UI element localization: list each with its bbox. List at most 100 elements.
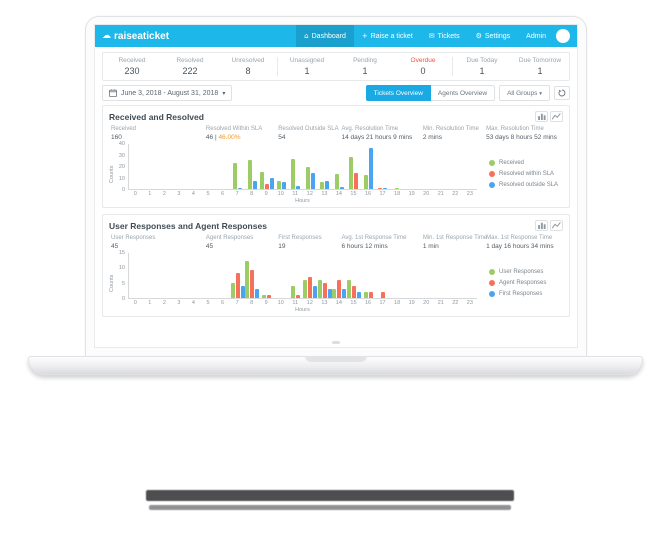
bar-user-responses[interactable] (303, 279, 308, 298)
legend-item[interactable]: Resolved within SLA (489, 171, 563, 177)
bar-received[interactable] (259, 171, 264, 189)
bar-received[interactable] (291, 159, 296, 189)
bar-chart-toggle-button[interactable] (535, 220, 548, 231)
admin-menu[interactable]: Admin (518, 25, 554, 47)
stat-group: Due Today 1 Due Tomorrow 1 (452, 57, 569, 76)
section-stat-first-responses: First Responses 19 (278, 235, 341, 250)
bar-chart-toggle-button[interactable] (535, 111, 548, 122)
cloud-icon: ☁ (102, 31, 111, 41)
bar-received[interactable] (305, 167, 310, 189)
bar-agent-responses[interactable] (267, 294, 272, 298)
legend-item[interactable]: First Responses (489, 291, 563, 297)
bar-agent-responses[interactable] (250, 270, 255, 298)
plot-bars (128, 253, 477, 299)
bar-user-responses[interactable] (245, 261, 250, 298)
bar-user-responses[interactable] (291, 285, 296, 298)
x-tick: 5 (206, 300, 210, 306)
bar-group (419, 144, 434, 189)
bar-user-responses[interactable] (346, 279, 351, 298)
bar-resolved-outside-sla[interactable] (310, 172, 315, 189)
section-chart: Counts 0 5 10 15 0 1 2 3 4 5 6 7 8 9 10 11 12 13 14 15 16 17 18… (109, 250, 563, 313)
bar-first-responses[interactable] (240, 285, 245, 298)
stat-overdue[interactable]: Overdue 0 (394, 57, 452, 76)
bar-resolved-outside-sla[interactable] (383, 187, 388, 189)
bar-user-responses[interactable] (332, 288, 337, 298)
stat-unresolved[interactable]: Unresolved 8 (219, 57, 277, 76)
bar-first-responses[interactable] (327, 288, 332, 298)
bar-agent-responses[interactable] (308, 276, 313, 298)
legend-label: Received (499, 160, 525, 166)
bar-received[interactable] (276, 180, 281, 189)
bar-user-responses[interactable] (230, 282, 235, 298)
stat-due-tomorrow[interactable]: Due Tomorrow 1 (511, 57, 569, 76)
legend-item[interactable]: User Responses (489, 269, 563, 275)
nav-item-settings[interactable]: ⚙ Settings (468, 25, 519, 47)
section-stat-value: 6 hours 12 mins (341, 243, 388, 250)
stat-due-today[interactable]: Due Today 1 (453, 57, 511, 76)
stat-received[interactable]: Received 230 (103, 57, 161, 76)
legend-item[interactable]: Agent Responses (489, 280, 563, 286)
stat-value: 0 (420, 66, 426, 76)
bar-resolved-outside-sla[interactable] (269, 177, 274, 189)
bar-agent-responses[interactable] (337, 279, 342, 298)
nav-item-raise-a-ticket[interactable]: + Raise a ticket (354, 25, 421, 47)
nav-item-dashboard[interactable]: ⌂ Dashboard (296, 25, 354, 47)
bar-agent-responses[interactable] (235, 273, 240, 298)
bar-chart-icon (537, 222, 546, 229)
bar-resolved-outside-sla[interactable] (339, 186, 344, 189)
calendar-icon (109, 89, 117, 97)
bar-received[interactable] (395, 187, 400, 189)
bar-first-responses[interactable] (313, 285, 318, 298)
legend-item[interactable]: Received (489, 160, 563, 166)
bar-resolved-outside-sla[interactable] (368, 147, 373, 189)
bar-resolved-outside-sla[interactable] (238, 187, 243, 189)
bar-resolved-within-sla[interactable] (264, 184, 269, 189)
section-stat-label: Received (111, 126, 137, 132)
bar-resolved-outside-sla[interactable] (281, 182, 286, 189)
legend-item[interactable]: Resolved outside SLA (489, 182, 563, 188)
bar-received[interactable] (349, 156, 354, 189)
tickets-overview-button[interactable]: Tickets Overview (365, 85, 431, 101)
bar-first-responses[interactable] (255, 288, 260, 298)
line-chart-toggle-button[interactable] (550, 220, 563, 231)
bar-received[interactable] (233, 162, 238, 189)
group-filter-dropdown[interactable]: All Groups ▾ (499, 85, 550, 101)
x-tick: 20 (423, 300, 430, 306)
bar-first-responses[interactable] (342, 288, 347, 298)
bar-group (289, 144, 304, 189)
brand-logo[interactable]: ☁ raiseaticket (102, 25, 169, 47)
bar-first-responses[interactable] (356, 291, 361, 298)
refresh-button[interactable] (554, 86, 570, 100)
bar-received[interactable] (320, 182, 325, 189)
stat-unassigned[interactable]: Unassigned 1 (278, 57, 336, 76)
bar-resolved-outside-sla[interactable] (325, 180, 330, 189)
bar-agent-responses[interactable] (351, 285, 356, 298)
bar-resolved-outside-sla[interactable] (296, 185, 301, 189)
y-tick: 20 (118, 164, 125, 170)
line-chart-toggle-button[interactable] (550, 111, 563, 122)
bar-received[interactable] (247, 160, 252, 189)
stat-resolved[interactable]: Resolved 222 (161, 57, 219, 76)
bar-user-responses[interactable] (363, 291, 368, 298)
nav-item-tickets[interactable]: ✉ Tickets (421, 25, 468, 47)
stat-pending[interactable]: Pending 1 (336, 57, 394, 76)
date-range-picker[interactable]: June 3, 2018 - August 31, 2018 ▾ (102, 85, 233, 101)
agents-overview-button[interactable]: Agents Overview (430, 85, 496, 101)
bar-agent-responses[interactable] (380, 291, 385, 298)
bar-agent-responses[interactable] (322, 282, 327, 298)
line-chart-icon (552, 113, 561, 120)
bar-resolved-within-sla[interactable] (354, 172, 359, 189)
bar-user-responses[interactable] (317, 279, 322, 298)
bar-received[interactable] (334, 174, 339, 189)
bar-received[interactable] (363, 175, 368, 189)
bar-resolved-outside-sla[interactable] (252, 180, 257, 189)
bar-agent-responses[interactable] (368, 291, 373, 298)
bar-agent-responses[interactable] (296, 294, 301, 298)
bar-resolved-within-sla[interactable] (378, 187, 383, 189)
bar-group (144, 144, 159, 189)
bar-user-responses[interactable] (262, 294, 267, 298)
avatar[interactable] (556, 29, 570, 43)
section-stat-value: 19 (278, 243, 286, 250)
bar-group (158, 144, 173, 189)
stat-label: Pending (353, 57, 377, 64)
